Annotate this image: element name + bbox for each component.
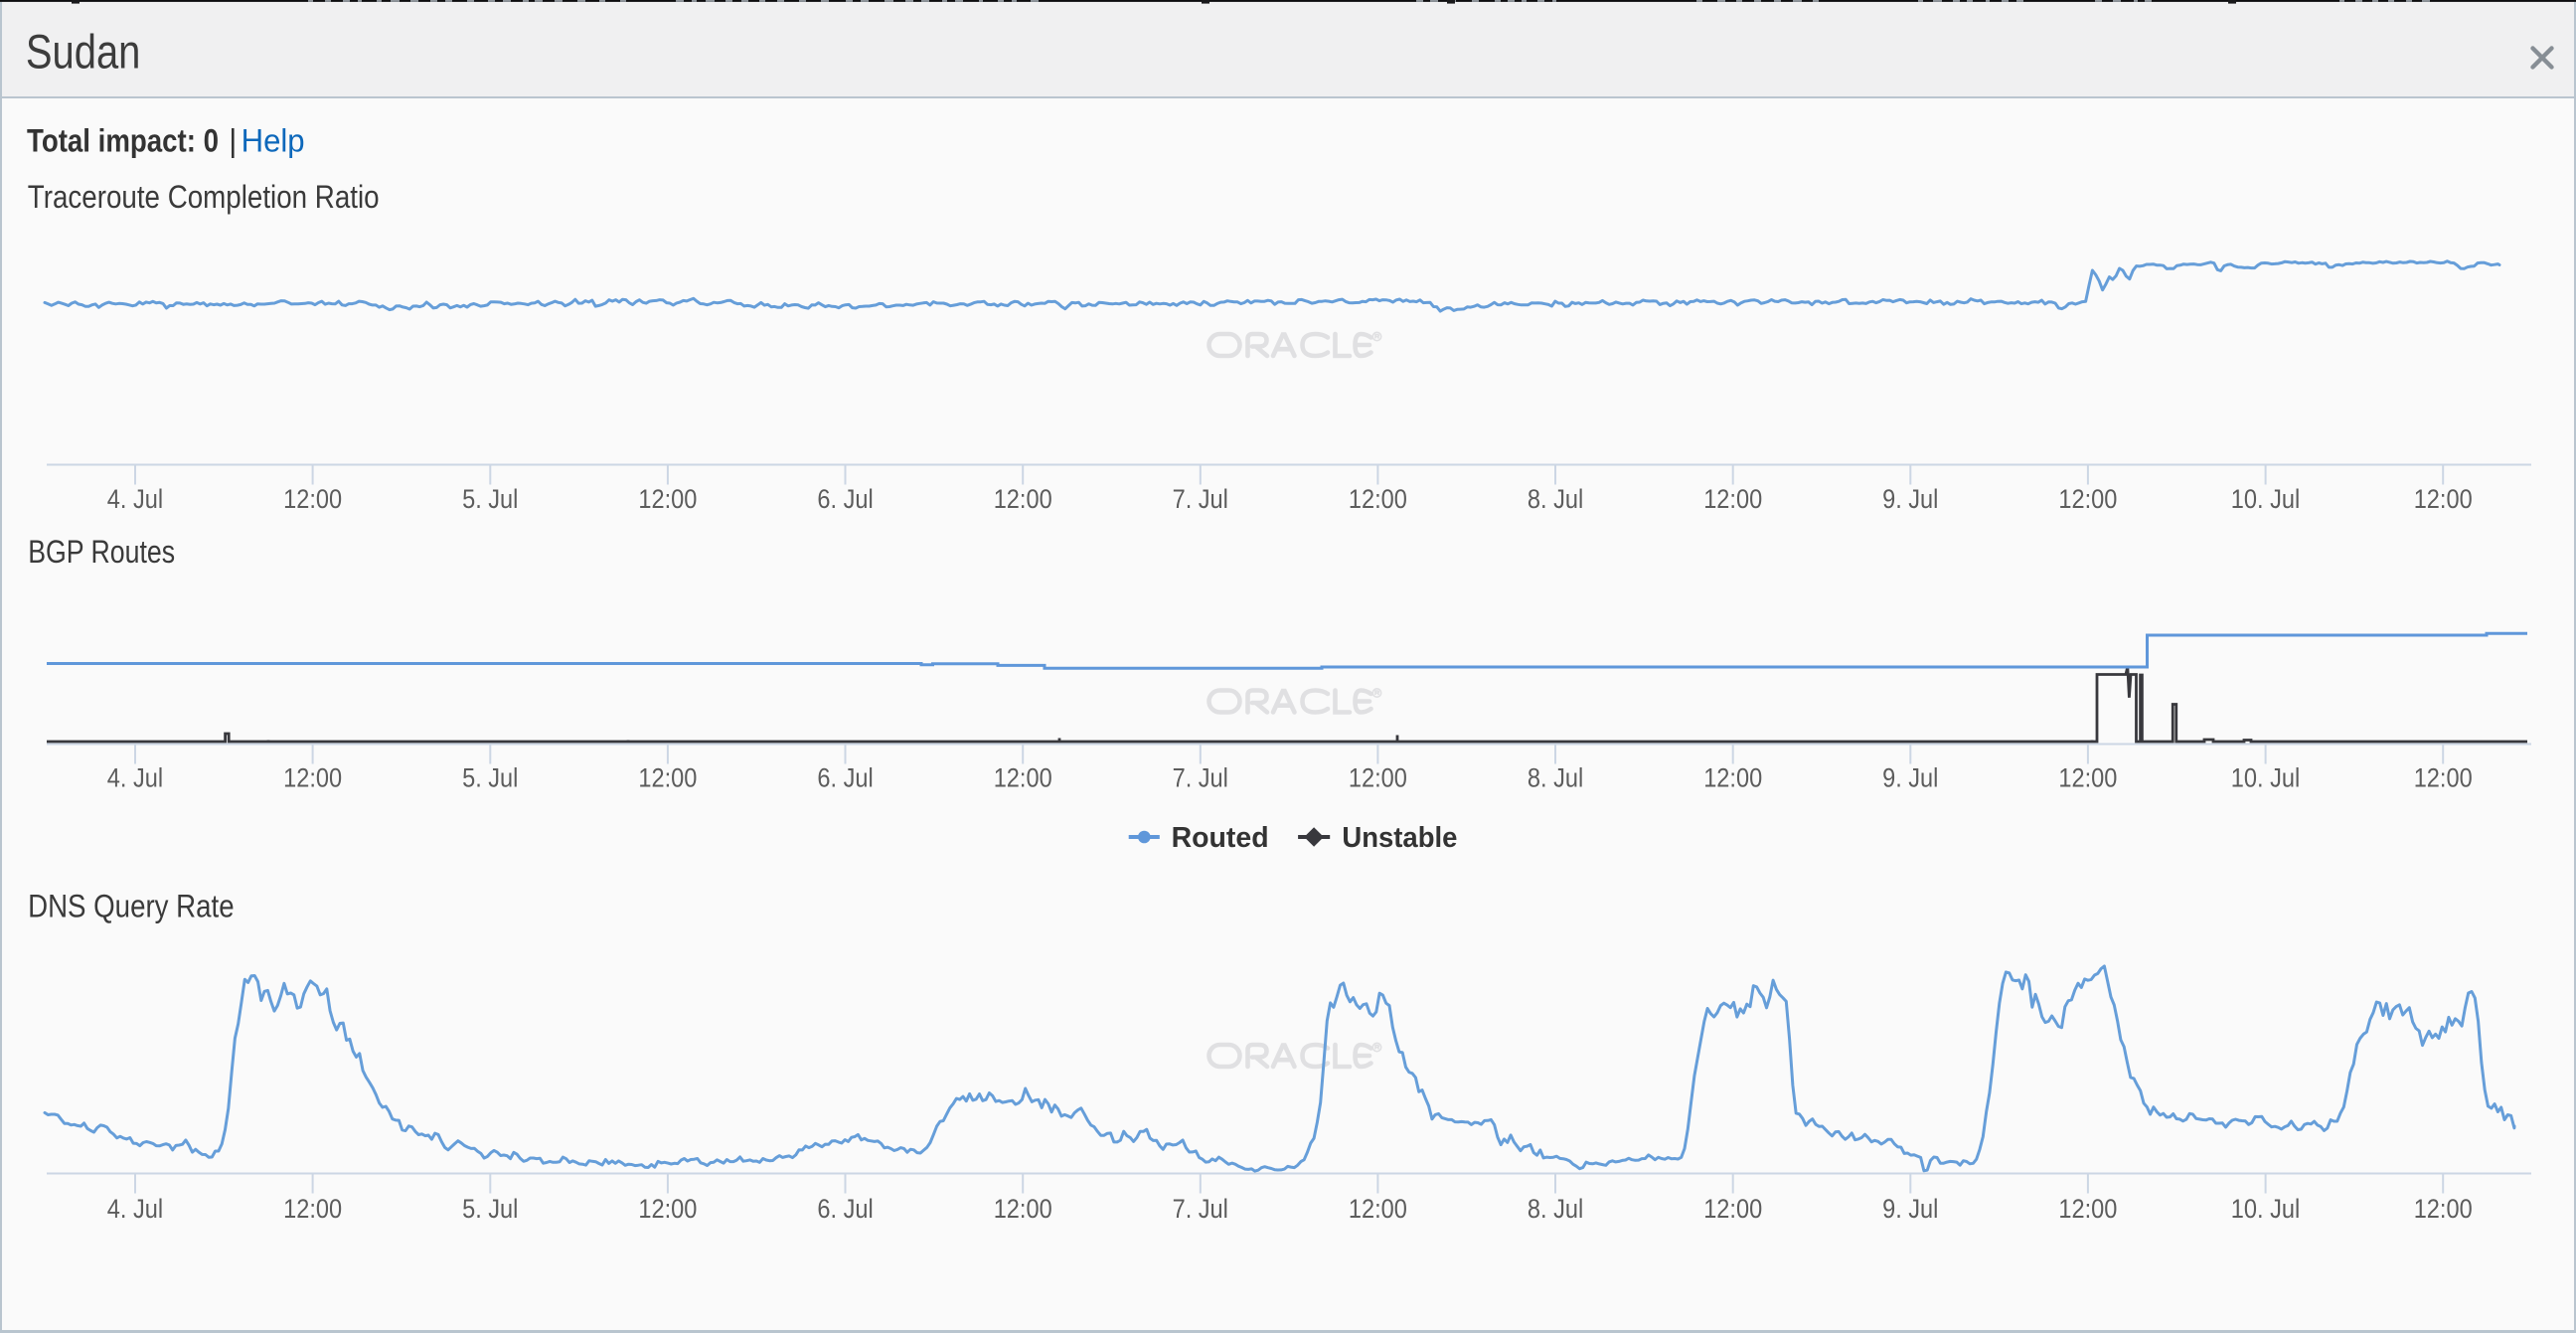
svg-text:Sudan: Sudan	[26, 27, 140, 80]
svg-text:12:00: 12:00	[2058, 763, 2117, 793]
svg-text:7. Jul: 7. Jul	[1173, 484, 1228, 514]
svg-text:6. Jul: 6. Jul	[817, 484, 873, 514]
svg-text:|: |	[229, 123, 237, 159]
svg-text:DNS Query Rate: DNS Query Rate	[28, 888, 235, 923]
svg-text:10. Jul: 10. Jul	[2231, 1194, 2301, 1224]
svg-text:12:00: 12:00	[283, 484, 342, 514]
svg-text:10. Jul: 10. Jul	[2231, 484, 2301, 514]
svg-text:Unstable: Unstable	[1342, 822, 1457, 854]
svg-text:6. Jul: 6. Jul	[817, 763, 873, 793]
svg-text:12:00: 12:00	[283, 763, 342, 793]
svg-text:12:00: 12:00	[2058, 1194, 2117, 1224]
svg-text:12:00: 12:00	[1349, 484, 1407, 514]
svg-text:8. Jul: 8. Jul	[1528, 1194, 1583, 1224]
svg-text:7. Jul: 7. Jul	[1173, 1194, 1228, 1224]
svg-text:8. Jul: 8. Jul	[1528, 484, 1583, 514]
svg-text:12:00: 12:00	[638, 763, 697, 793]
svg-text:12:00: 12:00	[638, 1194, 697, 1224]
svg-text:9. Jul: 9. Jul	[1882, 763, 1938, 793]
svg-text:12:00: 12:00	[2414, 1194, 2473, 1224]
svg-text:10. Jul: 10. Jul	[2231, 763, 2301, 793]
svg-text:9. Jul: 9. Jul	[1882, 1194, 1938, 1224]
svg-text:9. Jul: 9. Jul	[1882, 484, 1938, 514]
svg-text:BGP Routes: BGP Routes	[28, 534, 175, 570]
svg-text:12:00: 12:00	[638, 484, 697, 514]
svg-text:12:00: 12:00	[2414, 763, 2473, 793]
svg-text:4. Jul: 4. Jul	[107, 1194, 163, 1224]
svg-text:12:00: 12:00	[1703, 484, 1762, 514]
svg-text:5. Jul: 5. Jul	[462, 484, 518, 514]
svg-text:Total impact: 0: Total impact: 0	[27, 123, 219, 159]
svg-text:12:00: 12:00	[1349, 763, 1407, 793]
svg-text:5. Jul: 5. Jul	[462, 763, 518, 793]
svg-text:Routed: Routed	[1172, 822, 1269, 854]
svg-text:Traceroute Completion Ratio: Traceroute Completion Ratio	[28, 179, 380, 215]
svg-text:4. Jul: 4. Jul	[107, 763, 163, 793]
svg-text:12:00: 12:00	[2058, 484, 2117, 514]
svg-text:12:00: 12:00	[1703, 1194, 1762, 1224]
svg-text:12:00: 12:00	[994, 1194, 1052, 1224]
svg-text:4. Jul: 4. Jul	[107, 484, 163, 514]
svg-text:5. Jul: 5. Jul	[462, 1194, 518, 1224]
svg-text:12:00: 12:00	[2414, 484, 2473, 514]
svg-text:7. Jul: 7. Jul	[1173, 763, 1228, 793]
svg-text:12:00: 12:00	[1703, 763, 1762, 793]
svg-text:6. Jul: 6. Jul	[817, 1194, 873, 1224]
svg-text:12:00: 12:00	[283, 1194, 342, 1224]
svg-text:12:00: 12:00	[1349, 1194, 1407, 1224]
svg-text:12:00: 12:00	[994, 484, 1052, 514]
svg-text:8. Jul: 8. Jul	[1528, 763, 1583, 793]
svg-text:Help: Help	[242, 123, 305, 159]
svg-text:12:00: 12:00	[994, 763, 1052, 793]
